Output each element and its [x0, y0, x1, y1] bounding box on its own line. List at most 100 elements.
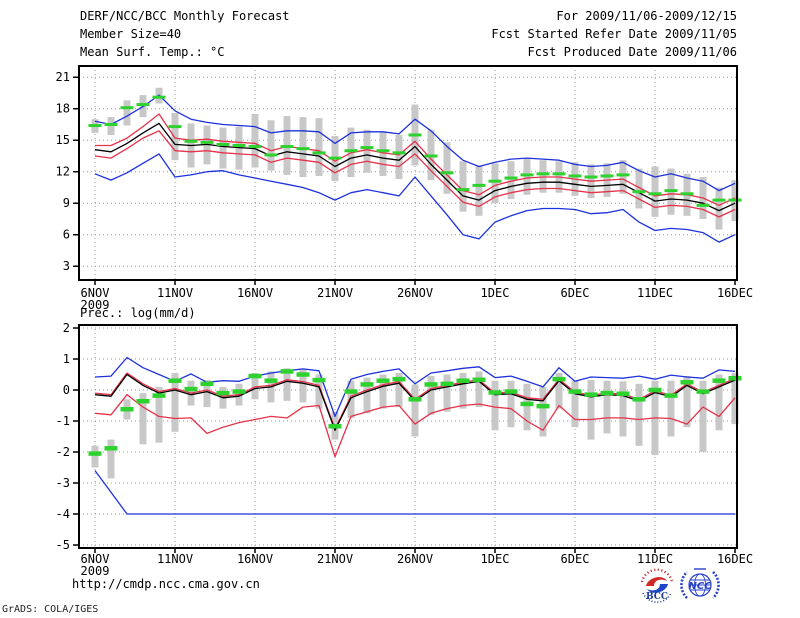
produced-date-label: Fcst Produced Date 2009/11/06: [527, 45, 737, 59]
ensemble-spread-bar: [555, 372, 563, 409]
best-estimate-dash: [696, 203, 710, 207]
bcc-label: BCC: [646, 592, 668, 602]
best-estimate-dash: [520, 401, 534, 407]
best-estimate-dash: [232, 143, 246, 147]
ensemble-spread-bar: [107, 117, 115, 135]
y-tick-label: 9: [63, 196, 70, 210]
best-estimate-dash: [312, 377, 326, 383]
best-estimate-dash: [360, 146, 374, 150]
best-estimate-dash: [200, 381, 214, 387]
ensemble-spread-bar: [715, 374, 723, 431]
y-tick-label: 15: [56, 133, 70, 147]
best-estimate-dash: [216, 390, 230, 396]
ensemble-spread-bar: [251, 372, 259, 400]
x-tick-label: 11DEC: [637, 286, 673, 300]
best-estimate-dash: [168, 125, 182, 129]
best-estimate-dash: [216, 142, 230, 146]
best-estimate-dash: [568, 389, 582, 394]
x-tick-label: 6NOV: [81, 552, 110, 566]
best-estimate-dash: [472, 183, 486, 187]
best-estimate-dash: [424, 154, 438, 158]
source-url[interactable]: http://cmdp.ncc.cma.gov.cn: [72, 577, 260, 591]
best-estimate-dash: [472, 377, 486, 383]
best-estimate-dash: [104, 446, 118, 451]
valid-range-label: For 2009/11/06-2009/12/15: [556, 9, 737, 23]
ensemble-mean: [94, 122, 736, 212]
ensemble-spread-bar: [299, 117, 307, 177]
best-estimate-dash: [728, 375, 742, 381]
best-estimate-dash: [408, 397, 422, 402]
ensemble-spread-bar: [267, 120, 275, 171]
page-title: DERF/NCC/BCC Monthly Forecast: [80, 9, 290, 23]
temp-chart-title: Mean Surf. Temp.: °C: [80, 45, 225, 59]
best-estimate-dash: [200, 140, 214, 144]
best-estimate-dash: [312, 151, 326, 155]
ensemble-spread-bar: [571, 380, 579, 428]
ensemble-spread-bar: [651, 166, 659, 217]
best-estimate-dash: [168, 378, 182, 383]
x-tick-label: 16NOV: [237, 286, 273, 300]
best-estimate-dash: [632, 397, 646, 402]
agency-logos: BCC NCC: [640, 568, 720, 603]
y-tick-label: 21: [56, 70, 70, 84]
best-estimate-dash: [552, 172, 566, 176]
best-estimate-dash: [488, 179, 502, 183]
x-tick-label: 11DEC: [637, 552, 673, 566]
ensemble-spread-bar: [299, 368, 307, 403]
y-tick-label: -2: [56, 445, 70, 459]
x-tick-label: 26NOV: [397, 286, 433, 300]
ncc-label: NCC: [688, 581, 712, 592]
ensemble-spread-bar: [539, 386, 547, 437]
y-tick-label: 18: [56, 102, 70, 116]
best-estimate-dash: [248, 373, 262, 379]
best-estimate-dash: [184, 139, 198, 143]
ensemble-spread-bar: [363, 377, 371, 414]
upper-quartile: [95, 113, 736, 206]
best-estimate-dash: [584, 392, 598, 397]
best-estimate-dash: [88, 451, 102, 456]
ensemble-spread-bar: [283, 368, 291, 401]
best-estimate-dash: [440, 171, 454, 175]
ensemble-spread-bar: [699, 380, 707, 453]
best-estimate-dash: [344, 389, 358, 394]
best-estimate-dash: [328, 156, 342, 160]
best-estimate-dash: [696, 389, 710, 394]
best-estimate-dash: [664, 189, 678, 193]
best-estimate-dash: [568, 174, 582, 178]
y-tick-label: -1: [56, 414, 70, 428]
lower-quartile: [94, 130, 736, 218]
ensemble-spread-bar: [603, 380, 611, 434]
best-estimate-dash: [232, 389, 246, 394]
x-axis-year-label: 2009: [81, 298, 110, 312]
best-estimate-dash: [248, 145, 262, 149]
best-estimate-dash: [296, 372, 310, 377]
x-tick-label: 21NOV: [317, 286, 353, 300]
best-estimate-dash: [600, 174, 614, 178]
best-estimate-dash: [184, 386, 198, 392]
bcc-swirl-blue: [647, 584, 668, 593]
x-tick-label: 6DEC: [561, 286, 590, 300]
ensemble-spread-bar: [315, 118, 323, 176]
best-estimate-dash: [456, 188, 470, 192]
ensemble-spread-bar: [475, 165, 483, 216]
best-estimate-dash: [648, 387, 662, 393]
ensemble-spread-bar: [443, 374, 451, 412]
y-tick-label: -3: [56, 476, 70, 490]
ensemble-spread-bar: [171, 112, 179, 161]
best-estimate-dash: [424, 382, 438, 387]
ensemble-spread-bar: [523, 383, 531, 431]
best-estimate-dash: [376, 149, 390, 153]
bcc-swirl-red: [646, 577, 667, 586]
y-tick-label: 3: [63, 259, 70, 273]
ensemble-spread-bar: [427, 376, 435, 415]
ensemble-spread-bar: [587, 380, 595, 440]
best-estimate-dash: [152, 393, 166, 398]
best-estimate-dash: [664, 393, 678, 398]
y-tick-label: -4: [56, 507, 70, 521]
best-estimate-dash: [136, 398, 150, 404]
best-estimate-dash: [408, 133, 422, 137]
best-estimate-dash: [280, 369, 294, 374]
best-estimate-dash: [648, 192, 662, 196]
x-tick-label: 26NOV: [397, 552, 433, 566]
ensemble-spread-bar: [459, 372, 467, 409]
